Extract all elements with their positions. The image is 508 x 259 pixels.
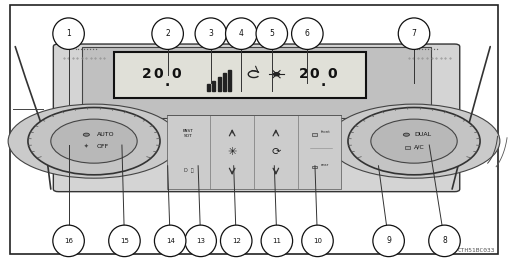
Polygon shape (82, 47, 431, 118)
Text: 0: 0 (153, 67, 163, 81)
Text: 1: 1 (66, 29, 71, 38)
Text: rear: rear (321, 163, 329, 167)
Bar (167, 115, 341, 189)
Text: 9: 9 (386, 236, 391, 245)
Circle shape (371, 119, 457, 163)
Circle shape (83, 133, 89, 136)
Ellipse shape (195, 18, 227, 49)
Ellipse shape (302, 225, 333, 257)
Bar (207, 84, 210, 91)
Text: 7: 7 (411, 29, 417, 38)
Text: 5: 5 (269, 29, 274, 38)
Bar (228, 70, 231, 91)
Text: 14: 14 (166, 238, 175, 244)
Text: D  🚙: D 🚙 (184, 168, 193, 173)
Text: 2: 2 (165, 29, 170, 38)
Text: ∙∙∙∙∙∙∙∙: ∙∙∙∙∙∙∙∙ (415, 47, 439, 52)
Text: 0: 0 (171, 67, 181, 81)
Text: ⟳: ⟳ (271, 147, 280, 157)
Text: 3: 3 (208, 29, 213, 38)
Text: 2: 2 (299, 67, 309, 81)
Text: 6: 6 (305, 29, 310, 38)
Circle shape (273, 73, 279, 76)
Text: DUAL: DUAL (414, 132, 431, 137)
Text: 10: 10 (313, 238, 322, 244)
Ellipse shape (292, 18, 323, 49)
Ellipse shape (53, 18, 84, 49)
Ellipse shape (429, 225, 460, 257)
Ellipse shape (220, 225, 252, 257)
Circle shape (348, 107, 480, 175)
Ellipse shape (185, 225, 216, 257)
Ellipse shape (256, 18, 288, 49)
Bar (405, 146, 410, 149)
Text: .: . (321, 75, 326, 89)
Text: 16: 16 (64, 238, 73, 244)
Text: 2: 2 (142, 67, 152, 81)
Text: A/C: A/C (414, 144, 425, 149)
Text: AUTO: AUTO (97, 132, 114, 137)
Text: PAST
SOT: PAST SOT (183, 129, 194, 138)
Ellipse shape (328, 104, 500, 178)
Text: 8: 8 (442, 236, 447, 245)
Ellipse shape (398, 18, 430, 49)
Ellipse shape (152, 18, 183, 49)
Text: ✦: ✦ (83, 144, 88, 149)
Bar (114, 52, 366, 98)
Ellipse shape (373, 225, 404, 257)
Bar (312, 133, 317, 136)
Bar (212, 81, 215, 91)
Circle shape (51, 119, 137, 163)
Text: 15: 15 (120, 238, 129, 244)
Text: 0: 0 (309, 67, 319, 81)
Text: 11: 11 (272, 238, 281, 244)
Text: 4: 4 (239, 29, 244, 38)
Ellipse shape (154, 225, 186, 257)
Circle shape (28, 107, 160, 175)
Text: front: front (321, 130, 330, 134)
Text: ∙∙∙∙∙∙∙∙: ∙∙∙∙∙∙∙∙ (74, 47, 98, 52)
Bar (217, 77, 220, 91)
Ellipse shape (261, 225, 293, 257)
Text: 13: 13 (196, 238, 205, 244)
Ellipse shape (8, 104, 180, 178)
Text: ✳: ✳ (228, 147, 237, 157)
Text: .: . (165, 75, 170, 89)
Circle shape (403, 133, 409, 136)
Bar (223, 73, 226, 91)
Ellipse shape (226, 18, 257, 49)
Bar (312, 166, 317, 168)
Text: 12: 12 (232, 238, 241, 244)
FancyBboxPatch shape (53, 44, 460, 192)
Text: 0: 0 (327, 67, 337, 81)
Ellipse shape (109, 225, 140, 257)
Ellipse shape (53, 225, 84, 257)
Text: CTH51BC033: CTH51BC033 (458, 248, 495, 253)
Text: OFF: OFF (97, 144, 109, 149)
